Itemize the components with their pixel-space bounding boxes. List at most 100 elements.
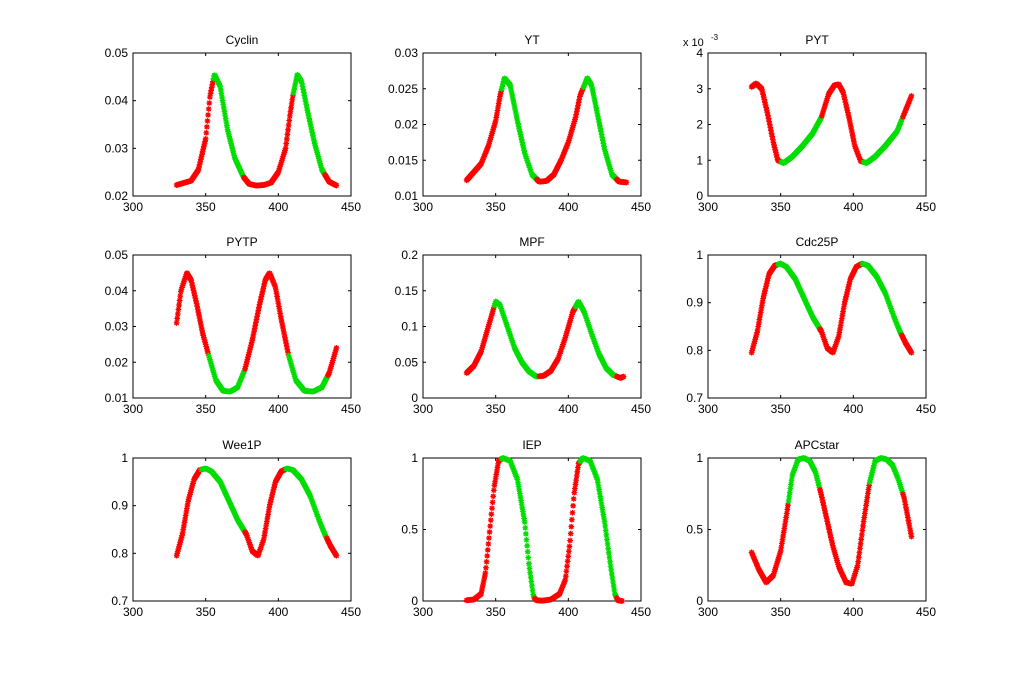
data-point	[563, 568, 570, 575]
data-point	[840, 308, 846, 315]
data-point	[292, 81, 299, 87]
data-point	[208, 84, 215, 91]
data-point	[595, 116, 602, 123]
data-point	[483, 564, 489, 571]
data-point	[850, 138, 857, 145]
data-point	[305, 110, 311, 116]
data-point	[513, 114, 520, 121]
data-point	[196, 161, 203, 168]
data-point	[595, 483, 602, 489]
data-point	[528, 578, 535, 585]
y-tick-label: 0.01	[395, 189, 419, 203]
data-point	[200, 146, 207, 153]
data-point	[904, 511, 911, 518]
data-point	[518, 136, 525, 143]
data-point	[597, 497, 604, 504]
data-point	[838, 319, 845, 326]
data-point	[260, 285, 267, 292]
data-point	[763, 104, 770, 111]
series-markers	[173, 72, 340, 189]
data-point	[757, 309, 764, 316]
data-point	[908, 92, 915, 99]
data-point	[507, 82, 514, 89]
data-point	[760, 91, 767, 98]
data-point	[602, 523, 609, 529]
data-point	[758, 306, 765, 312]
data-point	[906, 524, 913, 530]
data-point	[826, 529, 833, 536]
data-point	[333, 182, 340, 189]
data-point	[286, 112, 293, 119]
x-tick-label: 300	[123, 402, 143, 416]
data-point	[902, 501, 909, 508]
data-point	[254, 313, 261, 320]
y-tick-label: 0.05	[105, 46, 129, 60]
data-point	[842, 99, 849, 106]
exponent-label: x 10	[683, 37, 704, 49]
data-point	[596, 122, 603, 129]
y-tick-label: 0.025	[388, 82, 418, 96]
data-point	[841, 94, 848, 100]
data-point	[274, 293, 281, 300]
data-point	[277, 310, 284, 317]
data-point	[488, 511, 495, 518]
data-point	[492, 475, 499, 482]
y-tick-label: 0.02	[105, 355, 129, 369]
data-point	[757, 313, 764, 319]
y-tick-label: 0.03	[395, 46, 419, 60]
data-point	[259, 288, 266, 295]
data-point	[274, 296, 281, 303]
data-point	[179, 532, 185, 539]
y-tick-label: 0	[411, 391, 418, 405]
data-point	[518, 497, 525, 504]
x-tick-label: 350	[196, 402, 216, 416]
x-tick-label: 400	[558, 605, 578, 619]
data-point	[333, 552, 340, 559]
data-point	[510, 97, 517, 104]
y-tick-label: 0.7	[111, 594, 128, 608]
data-point	[562, 577, 569, 583]
data-point	[515, 120, 522, 127]
data-point	[264, 515, 271, 522]
data-point	[516, 128, 523, 135]
data-point	[863, 502, 869, 509]
data-point	[276, 307, 283, 313]
y-tick-label: 0	[411, 594, 418, 608]
data-point	[260, 536, 267, 542]
data-point	[596, 486, 603, 493]
data-point	[200, 143, 207, 150]
x-tick-label: 400	[843, 402, 863, 416]
data-point	[850, 135, 857, 142]
data-point	[198, 153, 205, 160]
data-point	[905, 517, 912, 524]
data-point	[288, 104, 294, 111]
data-point	[184, 502, 191, 509]
data-point	[189, 282, 196, 289]
data-point	[279, 322, 286, 329]
data-point	[595, 113, 601, 120]
data-point	[593, 107, 600, 114]
y-tick-label: 0.03	[105, 320, 129, 334]
data-point	[759, 299, 766, 306]
y-tick-label: 0.15	[395, 284, 419, 298]
data-point	[493, 471, 500, 478]
data-point	[572, 114, 579, 121]
x-tick-label: 450	[341, 605, 361, 619]
data-point	[490, 487, 497, 494]
data-point	[291, 84, 298, 90]
data-point	[607, 563, 614, 570]
y-tick-label: 0.1	[401, 320, 418, 334]
data-point	[610, 582, 617, 589]
data-point	[787, 485, 794, 492]
data-point	[568, 523, 575, 530]
data-point	[180, 526, 187, 533]
data-point	[309, 129, 316, 136]
data-point	[519, 504, 526, 511]
data-point	[866, 482, 873, 489]
data-point	[208, 87, 215, 94]
x-tick-label: 450	[631, 200, 651, 214]
chart-title: YT	[524, 33, 540, 47]
data-point	[286, 117, 293, 124]
x-tick-label: 450	[341, 200, 361, 214]
